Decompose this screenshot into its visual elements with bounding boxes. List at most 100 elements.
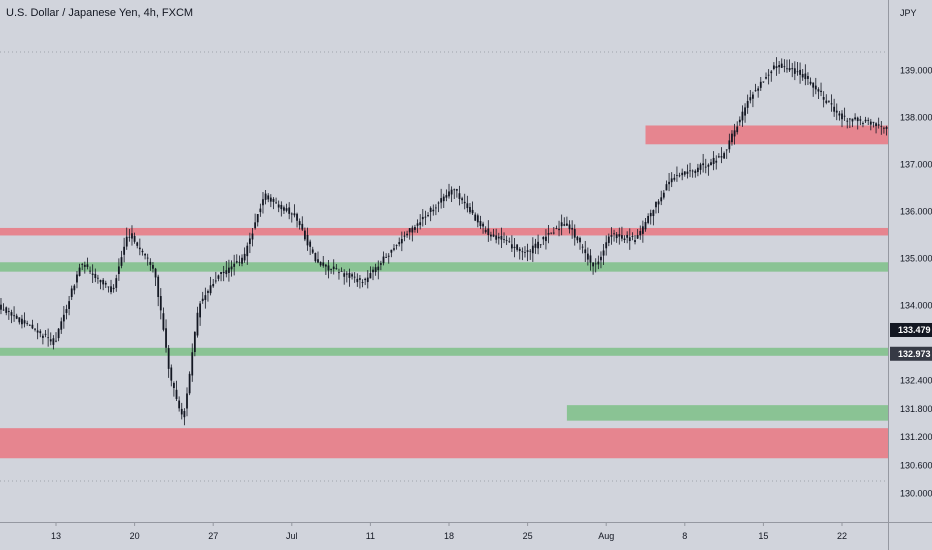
candle-body: [70, 288, 73, 298]
candle-body: [833, 106, 836, 112]
candle-body: [15, 315, 18, 319]
candle-body: [89, 270, 91, 272]
candle-body: [149, 261, 152, 265]
time-tick-label: 15: [758, 531, 768, 541]
candle-body: [492, 234, 495, 237]
candle-body: [309, 241, 312, 247]
candle-body: [348, 272, 351, 278]
candle-body: [319, 261, 322, 266]
candle-body: [246, 245, 249, 257]
candle-body: [720, 156, 723, 158]
candle-body: [476, 215, 479, 223]
candle-body: [568, 224, 571, 230]
candle-body: [788, 67, 791, 71]
candle-body: [581, 246, 584, 248]
candle-body: [602, 250, 605, 256]
candle-body: [555, 228, 558, 229]
candle-body: [510, 244, 513, 249]
time-tick-label: 8: [682, 531, 687, 541]
candle-body: [60, 321, 63, 330]
candle-body: [62, 314, 65, 322]
candle-body: [877, 124, 880, 126]
candle-body: [639, 230, 642, 236]
candle-body: [746, 100, 749, 108]
candle-body: [545, 236, 547, 242]
candle-body: [487, 228, 490, 236]
candle-body: [283, 207, 285, 211]
candle-body: [767, 74, 770, 76]
candle-body: [770, 71, 773, 74]
price-tick-label: 134.000: [900, 301, 932, 311]
candle-body: [345, 273, 348, 275]
candle-body: [65, 309, 68, 314]
candle-body: [390, 249, 393, 253]
candle-body: [364, 278, 367, 281]
candle-body: [322, 262, 325, 266]
candle-body: [780, 63, 783, 68]
candle-body: [214, 280, 217, 282]
candle-body: [387, 255, 390, 257]
candle-body: [225, 270, 228, 275]
time-axis[interactable]: 13 20 27 Jul 11 18 25 Aug 8 15 22: [51, 522, 847, 541]
candle-body: [193, 331, 196, 353]
candle-body: [199, 303, 201, 318]
candle-body: [531, 245, 534, 254]
candle-body: [676, 174, 678, 176]
candle-body: [36, 330, 39, 333]
candle-body: [183, 411, 186, 418]
candle-body: [290, 213, 293, 215]
candle-body: [605, 242, 608, 249]
price-tick-label: 132.400: [900, 376, 932, 386]
candle-body: [353, 276, 356, 278]
candle-body: [749, 97, 752, 101]
support-zone: [0, 262, 888, 272]
candle-body: [243, 253, 246, 261]
candle-body: [112, 287, 115, 290]
candle-body: [804, 73, 807, 80]
candle-body: [86, 264, 89, 267]
candle-body: [141, 250, 144, 253]
price-tag-label: 133.479: [898, 325, 931, 335]
candle-body: [471, 209, 474, 214]
candle-body: [102, 279, 105, 285]
candle-body: [298, 221, 301, 226]
candle-body: [296, 213, 298, 221]
candle-body: [537, 241, 539, 249]
candle-body: [52, 338, 55, 345]
candle-body: [264, 193, 267, 200]
time-tick-label: Aug: [598, 531, 614, 541]
candle-body: [783, 66, 786, 68]
candle-body: [796, 71, 799, 73]
candle-body: [7, 310, 10, 312]
candle-body: [117, 266, 120, 274]
price-axis[interactable]: 130.000130.600131.200131.800132.400133.0…: [890, 66, 932, 499]
candle-body: [403, 235, 406, 237]
candle-body: [474, 214, 477, 221]
candle-body: [340, 270, 343, 272]
candle-body: [883, 127, 885, 129]
candle-body: [34, 328, 36, 330]
time-tick-label: 27: [208, 531, 218, 541]
price-tick-label: 131.200: [900, 432, 932, 442]
candle-body: [699, 164, 702, 170]
candle-body: [154, 268, 157, 278]
chart-title: U.S. Dollar / Japanese Yen, 4h, FXCM: [6, 7, 193, 19]
candle-body: [615, 234, 618, 239]
candle-body: [817, 89, 820, 92]
candle-body: [875, 123, 877, 127]
candle-body: [613, 233, 615, 235]
candle-body: [421, 216, 424, 220]
time-tick-label: Jul: [286, 531, 298, 541]
candle-body: [683, 171, 686, 175]
candle-body: [479, 221, 482, 227]
candle-body: [175, 389, 178, 400]
candle-body: [660, 197, 663, 202]
candle-body: [466, 203, 469, 209]
candle-body: [552, 232, 555, 234]
candle-body: [254, 222, 257, 229]
candle-body: [736, 126, 739, 133]
candle-body: [267, 195, 270, 200]
candle-body: [634, 240, 636, 242]
candle-body: [869, 121, 872, 125]
